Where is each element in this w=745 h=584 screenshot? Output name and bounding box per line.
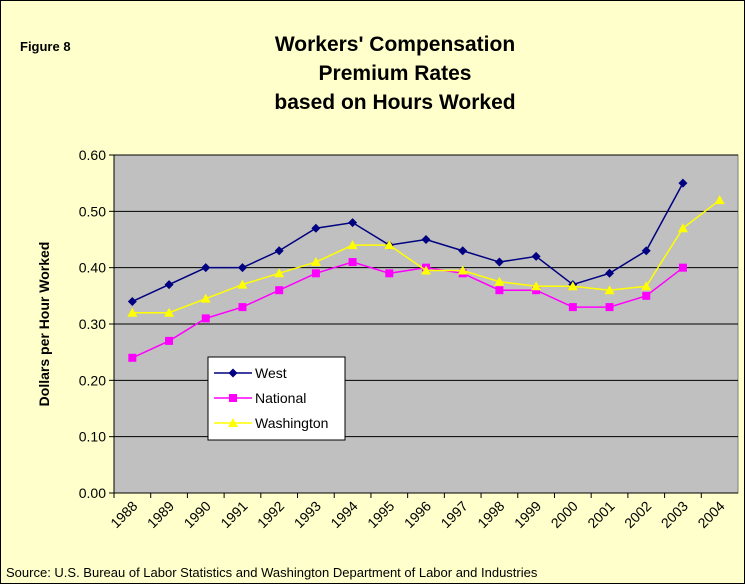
marker [127,296,137,306]
series-line [132,182,684,303]
marker [237,263,247,273]
chart-title: based on Hours Worked [274,91,515,114]
series-line [132,261,684,359]
chart-title: Workers' Compensation [275,33,515,56]
marker [641,246,651,256]
marker [200,293,211,303]
marker [311,269,320,278]
marker [604,285,615,295]
chart-title: Premium Rates [319,62,472,85]
marker [531,281,542,291]
marker [421,265,431,275]
marker [347,240,358,250]
marker [229,394,237,402]
y-tick-label: 0.60 [79,147,106,163]
y-tick-label: 0.50 [79,203,106,219]
marker [495,286,504,295]
marker [310,257,321,267]
marker [274,268,285,278]
marker [274,246,284,256]
marker [238,303,247,312]
marker [127,307,138,317]
marker [641,281,652,291]
marker [165,336,174,345]
marker [164,307,175,317]
marker [275,286,284,295]
marker [421,235,431,244]
y-tick-label: 0.30 [79,316,106,332]
marker [678,263,687,272]
legend-label: Washington [255,415,328,431]
y-axis-label: Dollars per Hour Worked [36,242,52,407]
marker [384,240,395,250]
marker [605,268,615,278]
figure-label: Figure 8 [20,39,71,54]
marker [458,246,468,256]
marker [567,281,578,291]
marker [385,269,394,278]
marker [494,257,504,267]
marker [201,314,210,323]
marker [678,178,688,188]
y-tick-label: 0.20 [79,372,106,388]
legend-label: National [255,390,306,406]
marker [348,258,357,267]
marker [494,276,505,286]
marker [311,223,321,233]
marker [164,280,174,290]
marker [228,418,238,427]
marker [605,303,614,312]
marker [228,368,238,378]
marker [677,223,688,233]
marker [568,303,577,312]
marker [348,218,358,228]
y-tick-label: 0.40 [79,260,106,276]
marker [642,291,651,300]
y-tick-label: 0.10 [79,429,106,445]
marker [128,353,137,362]
y-tick-label: 0.00 [79,485,106,501]
marker [201,263,211,273]
legend-label: West [255,365,287,381]
source: Source: U.S. Bureau of Labor Statistics … [6,565,538,580]
marker [714,195,725,205]
marker [457,265,468,275]
marker [237,279,248,289]
marker [531,251,541,261]
